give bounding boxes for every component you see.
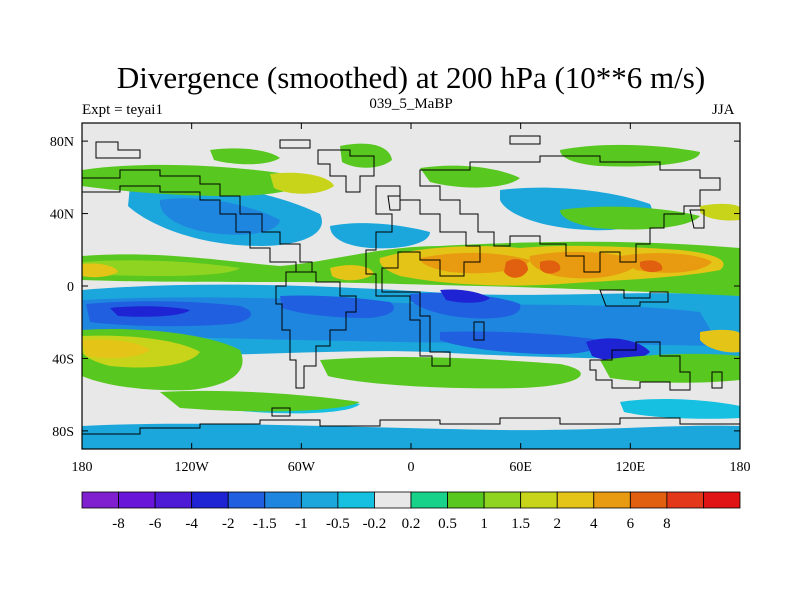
coast-uk (387, 195, 401, 211)
colorbar-label: -1 (295, 516, 308, 532)
experiment-subtitle: 039_5_MaBP (369, 96, 453, 112)
colorbar-swatch (483, 491, 522, 509)
lon-tick-label: 0 (408, 460, 415, 475)
divergence-high-north-pacific-yellow (270, 172, 334, 194)
colorbar-swatch (191, 491, 229, 509)
colorbar-swatch (227, 491, 266, 509)
lon-tick-label: 180 (730, 460, 751, 475)
coast-madagascar (473, 321, 485, 341)
colorbar-swatch (154, 491, 193, 509)
coast-arctic-islands (95, 135, 541, 159)
colorbar-label: 1 (480, 516, 488, 532)
latitude-axis: 80N 40N 0 40S 80S (50, 135, 740, 440)
divergence-high-arctic-3 (560, 144, 700, 167)
colorbar-swatch (300, 491, 339, 509)
colorbar-swatch (118, 491, 156, 509)
longitude-axis: 180 120W 60W 0 60E 120E 180 (72, 123, 751, 475)
divergence-high-tasman (700, 329, 740, 353)
colorbar-label: 6 (627, 516, 635, 532)
coast-australia (589, 341, 691, 391)
lat-tick-label: 0 (67, 280, 74, 295)
divergence-low-indian (410, 292, 521, 319)
colorbar-label: -0.5 (326, 516, 350, 532)
divergence-high-arctic-4 (210, 148, 280, 165)
lon-tick-label: 120W (175, 460, 210, 475)
divergence-max-india-1 (504, 259, 528, 278)
colorbar-swatch (410, 491, 448, 509)
divergence-low-atlantic (280, 295, 394, 318)
coast-europe-africa (365, 185, 481, 367)
divergence-max-india-2 (540, 260, 561, 274)
coast-japan (689, 209, 705, 229)
colorbar-label: 0.2 (402, 516, 421, 532)
colorbar-label: 1.5 (511, 516, 530, 532)
divergence-high-northern-tropics-lime (82, 260, 240, 276)
lat-tick-label: 40N (50, 208, 74, 223)
divergence-high-tropical-atlantic (330, 265, 374, 281)
divergence-high-siberia (560, 206, 700, 230)
coast-falklands (271, 407, 291, 417)
experiment-label: Expt = teyai1 (82, 102, 163, 118)
divergence-low-south-pacific-east (620, 399, 740, 419)
colorbar-swatch (703, 491, 741, 509)
coast-south-america (275, 271, 357, 389)
coast-new-zealand (711, 371, 723, 389)
colorbar-label: -8 (112, 516, 125, 532)
coastlines (82, 135, 740, 435)
divergence-low-pacific-core (110, 306, 190, 317)
colorbar-label: -4 (185, 516, 198, 532)
divergence-field (82, 123, 740, 449)
colorbar-label: -1.5 (253, 516, 277, 532)
coast-antarctica (82, 417, 740, 435)
coast-north-america (82, 169, 313, 273)
colorbar-swatch (264, 491, 302, 509)
colorbar-swatch (447, 491, 485, 509)
divergence-low-europe (330, 223, 430, 249)
colorbar-swatch (593, 491, 631, 509)
divergence-high-south-indian (320, 357, 581, 389)
lon-tick-label: 120E (616, 460, 646, 475)
colorbar-swatch (666, 491, 704, 509)
divergence-high-south-pacific-east (600, 353, 740, 383)
divergence-high-central-america (82, 263, 118, 278)
colorbar-swatch (81, 491, 119, 509)
colorbar: -8 -6 -4 -2 -1.5 -1 -0.5 -0.2 0.2 0.5 1 1.5 2 4 6 8 (81, 491, 741, 532)
divergence-high-southern-subtropics-orange (82, 339, 150, 358)
colorbar-swatch (374, 491, 412, 509)
divergence-max-west-pacific (640, 260, 663, 273)
colorbar-swatch (629, 491, 668, 509)
colorbar-label: 8 (663, 516, 671, 532)
divergence-low-southern-ocean (82, 423, 740, 449)
colorbar-label: -2 (222, 516, 235, 532)
divergence-high-north-pacific (82, 164, 306, 196)
colorbar-label: 4 (590, 516, 598, 532)
coast-greenland (317, 149, 375, 193)
colorbar-swatch (556, 491, 595, 509)
lon-tick-label: 180 (72, 460, 93, 475)
divergence-high-siberia-yellow (700, 203, 740, 221)
lon-tick-label: 60E (509, 460, 532, 475)
divergence-low-south-pacific (440, 331, 601, 355)
divergence-high-asian-monsoon-orange (420, 252, 530, 274)
divergence-high-southern-mid-latitudes (160, 390, 360, 412)
colorbar-label: -6 (149, 516, 162, 532)
colorbar-label: 0.5 (438, 516, 457, 532)
colorbar-swatch (337, 491, 375, 509)
lat-tick-label: 40S (52, 352, 74, 367)
lon-tick-label: 60W (288, 460, 316, 475)
lat-tick-label: 80N (50, 135, 74, 150)
colorbar-swatch (520, 491, 558, 509)
figure-title: Divergence (smoothed) at 200 hPa (10**6 … (116, 60, 706, 95)
lat-tick-label: 80S (52, 425, 74, 440)
season-label: JJA (712, 102, 735, 118)
colorbar-label: -0.2 (363, 516, 387, 532)
divergence-high-arctic-2 (420, 165, 520, 188)
divergence-low-central (440, 289, 490, 303)
colorbar-label: 2 (553, 516, 561, 532)
coast-asia (419, 155, 721, 273)
divergence-low-north-america-core (159, 198, 280, 235)
coast-indonesia (599, 289, 669, 307)
